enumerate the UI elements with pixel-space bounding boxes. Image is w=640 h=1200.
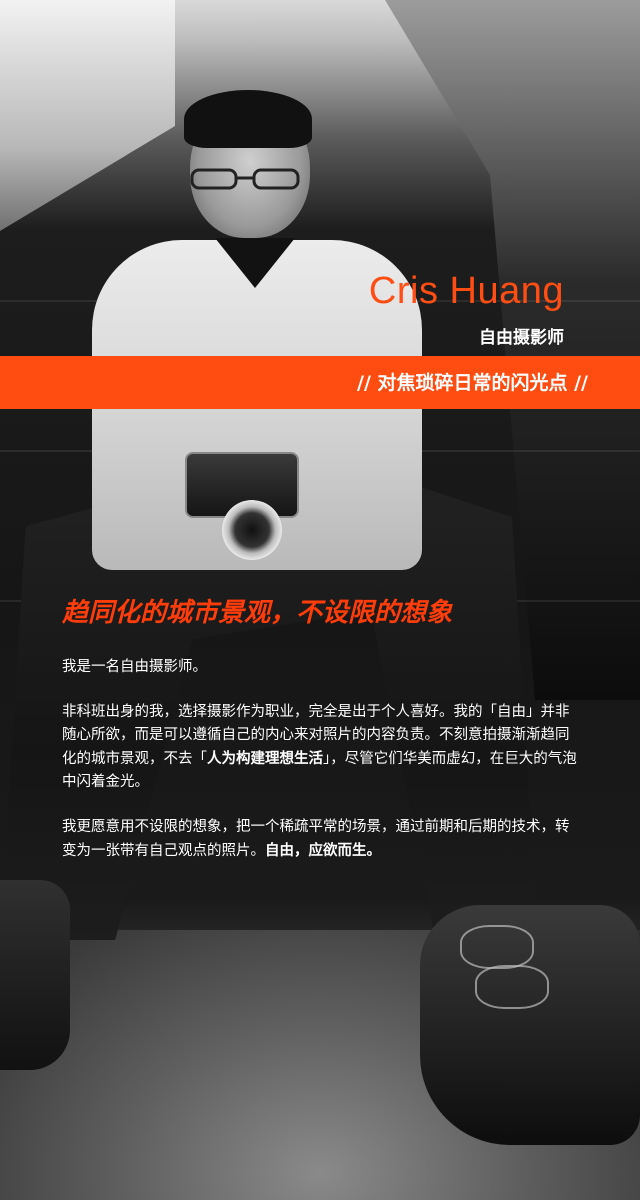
tagline-banner: // 对焦琐碎日常的闪光点 // <box>0 356 640 409</box>
paragraph-text: 我更愿意用不设限的想象，把一个稀疏平常的场景，通过前期和后期的技术，转变为一张带… <box>62 819 570 859</box>
photographer-role: 自由摄影师 <box>479 328 564 348</box>
shoe-right <box>420 905 640 1145</box>
paragraph-text: 非科班出身的我，选择摄影作为职业，完全是出于个人喜好。我的「自由」并非随心所欲，… <box>62 704 570 767</box>
paragraph-text: 」，尽管它们华美而虚幻，在巨大的气泡中闪着金光。 <box>62 751 577 790</box>
glasses-icon <box>190 168 300 190</box>
paragraph-philosophy: 我更愿意用不设限的想象，把一个稀疏平常的场景，通过前期和后期的技术，转变为一张带… <box>62 816 582 863</box>
person-hair <box>184 90 312 148</box>
shoe-laces <box>475 965 549 1009</box>
tagline-text: // 对焦琐碎日常的闪光点 // <box>357 372 588 394</box>
shoe-left <box>0 880 70 1070</box>
shoe-laces <box>460 925 534 969</box>
article-headline: 趋同化的城市景观，不设限的想象 <box>62 598 453 628</box>
article-body: 我是一名自由摄影师。 非科班出身的我，选择摄影作为职业，完全是出于个人喜好。我的… <box>62 656 582 885</box>
emphasis-text: 人为构建理想生活 <box>207 750 323 767</box>
paragraph-intro: 我是一名自由摄影师。 <box>62 659 207 675</box>
photographer-name: Cris Huang <box>368 270 564 312</box>
camera-lens <box>222 500 282 560</box>
paragraph-background: 非科班出身的我，选择摄影作为职业，完全是出于个人喜好。我的「自由」并非随心所欲，… <box>62 701 582 794</box>
emphasis-text: 自由，应欲而生。 <box>265 842 381 859</box>
